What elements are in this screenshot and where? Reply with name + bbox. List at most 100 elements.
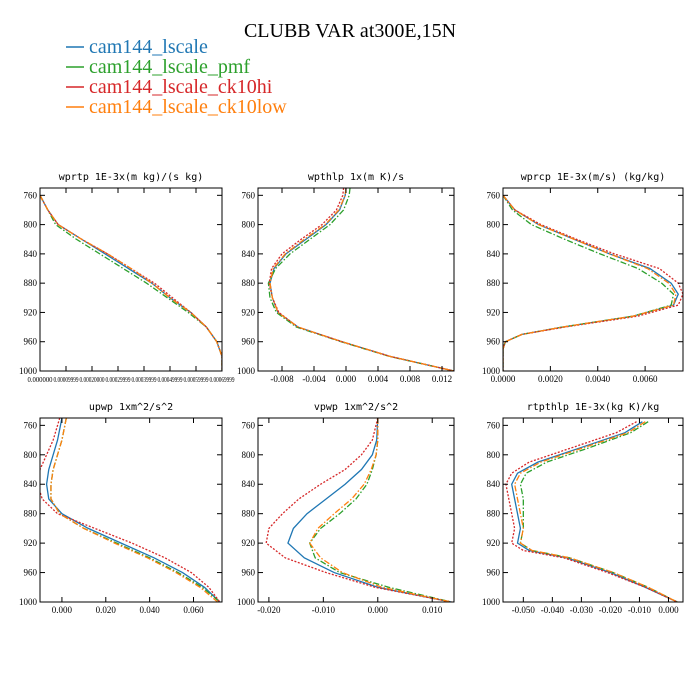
x-tick-label: 0.000 xyxy=(658,605,679,615)
x-tick-label: 0.000 xyxy=(336,374,357,384)
series-line xyxy=(505,421,678,602)
y-tick-label: 1000 xyxy=(237,366,256,376)
x-tick-label: 0.0040 xyxy=(585,374,610,384)
y-tick-label: 840 xyxy=(24,479,38,489)
x-tick-label: -0.050 xyxy=(512,605,536,615)
y-tick-label: 1000 xyxy=(19,366,38,376)
x-tick-label: 0.012 xyxy=(432,374,452,384)
y-tick-label: 960 xyxy=(24,568,38,578)
y-tick-label: 880 xyxy=(242,509,256,519)
panels: wprtp 1E-3x(m kg)/(s kg) 760 800 840 880 920 9… xyxy=(19,172,684,615)
series-line xyxy=(50,418,219,602)
panel: wprcp 1E-3x(m/s) (kg/kg) 760 800 840 880 920 9… xyxy=(482,172,684,384)
y-tick-label: 800 xyxy=(487,220,501,230)
series-line xyxy=(269,188,454,371)
x-tick-label: -0.004 xyxy=(302,374,326,384)
series-line xyxy=(511,421,678,602)
legend-label: cam144_lscale_ck10hi xyxy=(89,76,273,98)
x-tick-label: 0.00029999 xyxy=(106,376,131,384)
plot-frame xyxy=(39,187,223,372)
x-tick-label: -0.010 xyxy=(312,605,336,615)
x-tick-label: 0.0020 xyxy=(538,374,563,384)
panel: wpthlp 1x(m K)/s 760 800 840 880 920 960 1000 -0… xyxy=(237,172,455,384)
y-tick-label: 960 xyxy=(24,337,38,347)
series-line xyxy=(40,418,221,602)
y-tick-label: 840 xyxy=(242,479,256,489)
series-line xyxy=(503,194,675,371)
legend-label: cam144_lscale_ck10low xyxy=(89,96,287,118)
series-line xyxy=(503,194,679,371)
y-tick-label: 960 xyxy=(242,337,256,347)
y-tick-label: 880 xyxy=(24,509,38,519)
plot-frame xyxy=(502,187,684,372)
y-tick-label: 960 xyxy=(242,568,256,578)
panel-title: upwp 1xm^2/s^2 xyxy=(89,402,173,413)
x-tick-label: 0.00039999 xyxy=(132,376,157,384)
plot-frame xyxy=(39,417,223,603)
x-tick-label: 0.040 xyxy=(140,605,161,615)
series-line xyxy=(308,418,452,602)
y-tick-label: 1000 xyxy=(482,597,501,607)
legend-label: cam144_lscale_pmf xyxy=(89,56,250,78)
y-tick-label: 920 xyxy=(24,538,38,548)
series-line xyxy=(40,195,222,371)
panel-title: vpwp 1xm^2/s^2 xyxy=(314,402,398,413)
y-tick-label: 920 xyxy=(487,307,501,317)
y-tick-label: 760 xyxy=(487,190,501,200)
y-tick-label: 800 xyxy=(24,450,38,460)
x-tick-label: -0.020 xyxy=(257,605,281,615)
y-tick-label: 760 xyxy=(487,420,501,430)
x-tick-label: -0.008 xyxy=(270,374,294,384)
legend-label: cam144_lscale xyxy=(89,36,208,58)
series-line xyxy=(267,188,454,371)
series-line xyxy=(40,195,222,371)
y-tick-label: 760 xyxy=(24,190,38,200)
panel-title: wpthlp 1x(m K)/s xyxy=(308,172,404,183)
x-tick-label: 0.0060 xyxy=(633,374,658,384)
y-tick-label: 840 xyxy=(242,249,256,259)
y-tick-label: 840 xyxy=(487,479,501,489)
series-line xyxy=(287,418,452,602)
legend-item: cam144_lscale_pmf xyxy=(66,56,250,78)
y-tick-label: 920 xyxy=(24,307,38,317)
panel: upwp 1xm^2/s^2 760 800 840 880 920 960 1000 0.00… xyxy=(19,402,223,615)
y-tick-label: 960 xyxy=(487,568,501,578)
series-line xyxy=(269,188,454,371)
panel: vpwp 1xm^2/s^27608008408809209601000-0.0… xyxy=(237,402,455,615)
x-tick-label: -0.020 xyxy=(599,605,623,615)
y-tick-label: 840 xyxy=(24,249,38,259)
series-line xyxy=(265,418,452,602)
series-line xyxy=(513,421,678,602)
plot-frame xyxy=(502,417,684,603)
plot-frame xyxy=(257,417,455,603)
x-tick-label: 0.00020000 xyxy=(80,376,105,384)
x-tick-label: -0.040 xyxy=(541,605,565,615)
y-tick-label: 800 xyxy=(242,220,256,230)
x-tick-label: 0.008 xyxy=(400,374,421,384)
x-tick-label: 0.000000 xyxy=(28,376,53,384)
panel: rtpthlp 1E-3x(kg K)/kg 760 800 840 880 920 960… xyxy=(482,402,684,615)
y-tick-label: 920 xyxy=(487,538,501,548)
y-tick-label: 1000 xyxy=(237,597,256,607)
y-tick-label: 880 xyxy=(24,278,38,288)
series-line xyxy=(519,421,678,602)
y-tick-label: 1000 xyxy=(19,597,38,607)
y-tick-label: 800 xyxy=(487,450,501,460)
y-tick-label: 920 xyxy=(242,538,256,548)
legend-item: cam144_lscale xyxy=(66,36,208,58)
y-tick-label: 800 xyxy=(242,450,256,460)
y-tick-label: 1000 xyxy=(482,366,501,376)
y-tick-label: 840 xyxy=(487,249,501,259)
legend-item: cam144_lscale_ck10low xyxy=(66,96,287,118)
y-tick-label: 960 xyxy=(487,337,501,347)
x-tick-label: 0.000 xyxy=(52,605,73,615)
y-tick-label: 760 xyxy=(242,420,256,430)
series-line xyxy=(45,418,221,602)
y-tick-label: 800 xyxy=(24,220,38,230)
y-tick-label: 760 xyxy=(242,190,256,200)
x-tick-label: 0.060 xyxy=(183,605,204,615)
y-tick-label: 880 xyxy=(487,509,501,519)
x-tick-label: -0.030 xyxy=(570,605,594,615)
series-line xyxy=(503,194,683,371)
